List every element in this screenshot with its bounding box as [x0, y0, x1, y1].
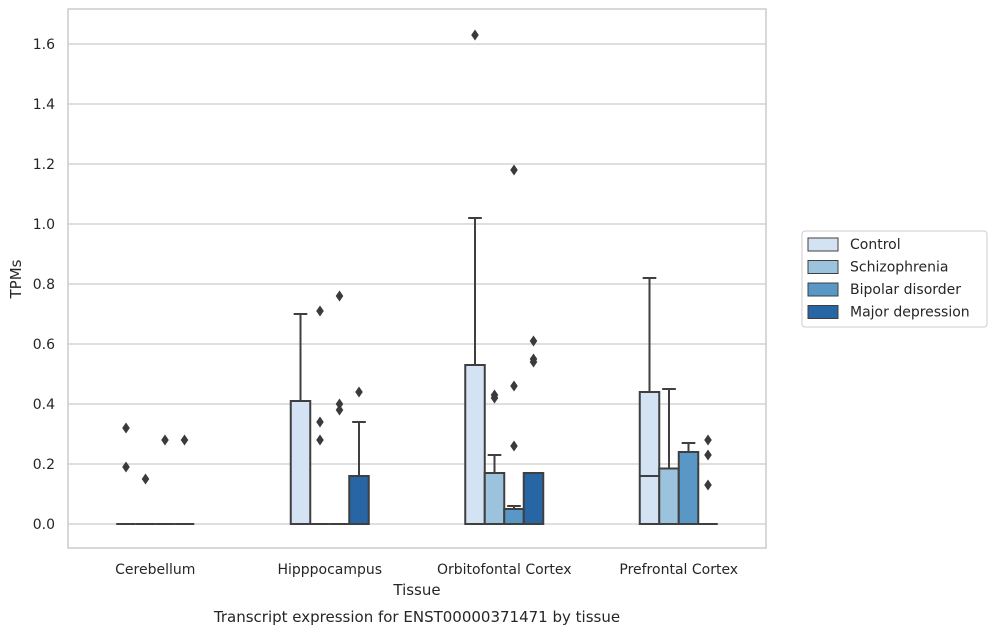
outlier-point — [510, 380, 518, 392]
y-tick-label: 0.0 — [33, 517, 55, 533]
y-tick-label: 1.6 — [33, 37, 55, 53]
box-groups — [116, 29, 718, 525]
box-group — [155, 434, 175, 525]
outlier-point — [335, 404, 344, 416]
outlier-point — [180, 434, 189, 446]
y-tick-label: 0.6 — [33, 337, 55, 353]
outlier-point — [161, 434, 169, 446]
box — [658, 467, 680, 525]
y-tick-label: 1.0 — [33, 217, 55, 233]
box-group — [116, 422, 136, 525]
outlier-point — [510, 164, 518, 176]
x-tick-label: Hipppocampus — [277, 562, 382, 578]
y-axis-label: TPMs — [7, 259, 25, 299]
outlier-point — [490, 392, 499, 404]
plot-frame — [67, 8, 767, 549]
y-tick-label: 1.4 — [33, 97, 55, 113]
box-group — [677, 442, 700, 525]
outlier-point — [704, 449, 712, 461]
legend-label: Major depression — [850, 305, 970, 321]
box-group — [135, 473, 156, 525]
box-group — [522, 335, 545, 525]
y-tick-labels: 0.0 0.2 0.4 0.6 0.8 1.0 1.2 1.4 1.6 — [33, 37, 55, 533]
outlier-point — [122, 461, 130, 473]
outlier-point — [529, 335, 538, 347]
box — [522, 472, 545, 525]
outlier-point — [529, 356, 538, 368]
box — [483, 472, 506, 525]
box — [289, 400, 312, 525]
outlier-point — [355, 386, 363, 398]
x-tick-label: Orbitofontal Cortex — [437, 562, 572, 578]
box-group — [348, 386, 370, 525]
x-axis-label: Tissue — [392, 581, 440, 599]
box-group — [310, 305, 330, 525]
outlier-point — [471, 29, 479, 41]
y-tick-label: 1.2 — [33, 157, 55, 173]
legend-swatch — [807, 260, 839, 274]
outlier-point — [704, 434, 712, 446]
y-tick-label: 0.2 — [33, 457, 55, 473]
box-group — [464, 29, 486, 525]
x-tick-label: Cerebellum — [115, 562, 195, 578]
legend-label: Control — [850, 237, 901, 253]
legend-label: Schizophrenia — [850, 260, 948, 276]
box-group — [174, 434, 195, 525]
outlier-point — [316, 434, 324, 446]
box-group — [638, 277, 661, 525]
outlier-point — [141, 473, 150, 485]
legend: Control Schizophrenia Bipolar disorder Majo… — [801, 230, 988, 328]
box — [464, 364, 486, 525]
outlier-point — [316, 416, 324, 428]
legend-label: Bipolar disorder — [850, 282, 961, 298]
box-group — [483, 389, 506, 525]
legend-swatch — [807, 282, 839, 297]
box — [348, 475, 370, 525]
outlier-point — [122, 422, 130, 434]
chart-caption: Transcript expression for ENST0000037147… — [213, 608, 620, 626]
grid-lines — [68, 43, 766, 525]
box-group — [658, 388, 680, 525]
y-tick-label: 0.4 — [33, 397, 55, 413]
legend-frame — [801, 230, 988, 328]
legend-swatch — [807, 305, 839, 319]
box-group — [329, 290, 350, 525]
legend-swatch — [807, 237, 839, 252]
box — [638, 391, 661, 525]
box-group — [289, 313, 312, 525]
x-tick-labels: Cerebellum Hipppocampus Orbitofontal Corte… — [115, 562, 738, 578]
outlier-point — [510, 440, 518, 452]
outlier-point — [704, 479, 712, 491]
outlier-point — [335, 398, 344, 410]
x-tick-label: Prefrontal Cortex — [619, 562, 738, 578]
y-tick-label: 0.8 — [33, 277, 55, 293]
outlier-point — [316, 305, 324, 317]
box — [503, 508, 525, 525]
box-group — [698, 434, 718, 525]
outlier-point — [335, 290, 344, 302]
box — [677, 451, 700, 525]
